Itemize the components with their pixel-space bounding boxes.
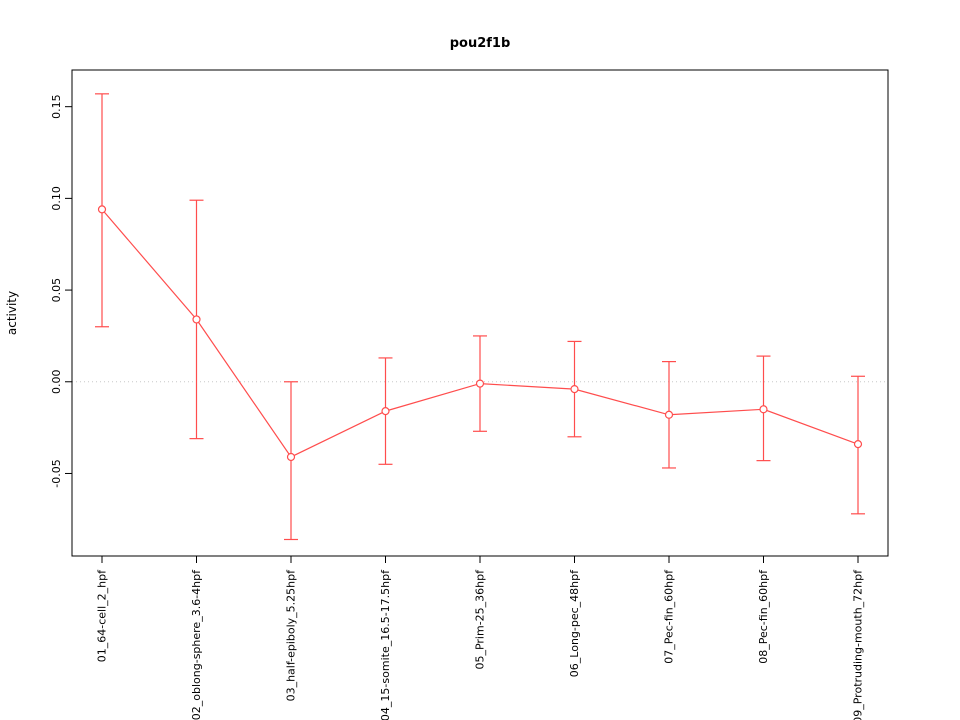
x-tick-label: 07_Pec-fin_60hpf — [663, 569, 676, 664]
y-tick-label: -0.05 — [50, 459, 63, 487]
data-point — [475, 379, 485, 388]
y-tick-label: 0.10 — [50, 186, 63, 211]
data-point — [381, 407, 390, 416]
data-point — [192, 315, 201, 324]
data-point — [570, 385, 579, 394]
data-point — [97, 205, 107, 214]
chart-title: pou2f1b — [449, 36, 511, 51]
x-tick-label: 04_15-somite_16.5-17.5hpf — [379, 569, 392, 720]
data-point — [853, 440, 863, 449]
plot-border — [71, 69, 889, 557]
y-tick-label: 0.15 — [50, 94, 63, 119]
y-tick-label: 0.05 — [50, 278, 63, 303]
y-tick-label: 0.00 — [50, 370, 63, 395]
x-tick-label: 01_64-cell_2_hpf — [96, 569, 109, 662]
x-tick-label: 02_oblong-sphere_3.6-4hpf — [190, 569, 203, 720]
y-axis-label: activity — [5, 290, 19, 336]
x-tick-label: 06_Long-pec_48hpf — [568, 569, 581, 677]
x-tick-label: 05_Prim-25_36hpf — [474, 569, 487, 670]
data-point — [286, 452, 296, 462]
data-point — [664, 410, 674, 419]
x-tick-label: 08_Pec-fin_60hpf — [757, 569, 770, 664]
x-tick-label: 03_half-epiboly_5.25hpf — [285, 569, 298, 702]
data-point — [759, 405, 768, 414]
x-tick-label: 09_Protruding-mouth_72hpf — [852, 569, 865, 720]
